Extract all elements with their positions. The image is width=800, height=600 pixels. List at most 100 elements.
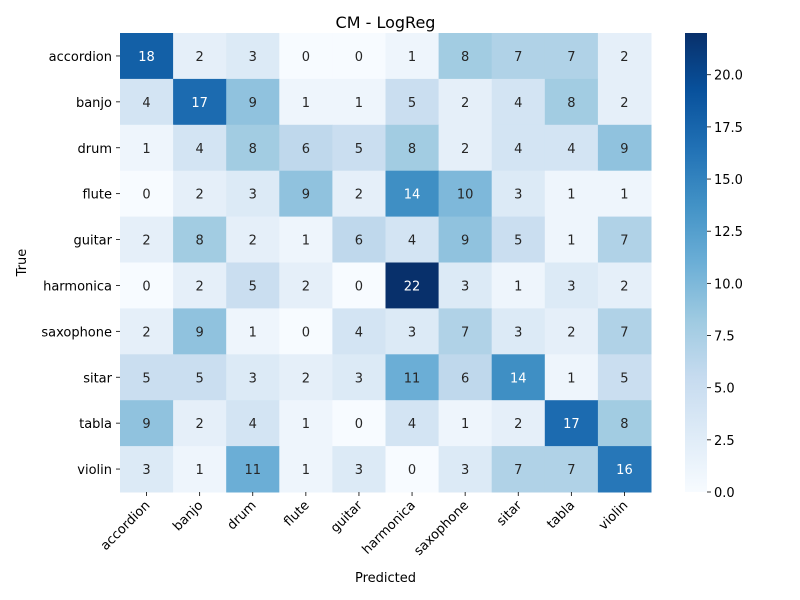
cell-value-label: 4 xyxy=(567,142,575,157)
heatmap-cell xyxy=(173,262,227,309)
heatmap-cell xyxy=(438,354,493,401)
heatmap-cell xyxy=(438,308,493,355)
cell-value-label: 3 xyxy=(514,325,522,340)
x-tick-label: flute xyxy=(281,498,312,529)
cell-value-label: 18 xyxy=(138,50,155,65)
cell-value-label: 4 xyxy=(142,96,150,111)
x-tick-labels: accordion banjo drum flute guitarharmonicasa… xyxy=(98,492,631,559)
cell-value-label: 9 xyxy=(302,188,310,203)
cell-value-label: 1 xyxy=(567,234,575,249)
cell-value-label: 3 xyxy=(567,279,575,294)
cell-value-label: 0 xyxy=(355,50,363,65)
cell-value-label: 4 xyxy=(196,142,204,157)
heatmap-cell xyxy=(279,262,333,309)
cell-value-label: 3 xyxy=(249,50,257,65)
heatmap-cell xyxy=(173,124,227,172)
heatmap-cell xyxy=(597,78,652,126)
cell-value-label: 2 xyxy=(355,188,363,203)
cell-value-label: 1 xyxy=(302,96,310,111)
heatmap-cell xyxy=(385,78,440,126)
cell-value-label: 3 xyxy=(461,463,469,478)
heatmap-cell xyxy=(491,216,546,263)
heatmap-cell xyxy=(544,78,599,126)
heatmap-cells: 18 2 3 0 0 1 8 7 7 24 17 9 1 1 5 2 4 8 21 4 8 6 5 8 2 4 4 90 2 3 9 2 14 1… xyxy=(120,33,652,493)
cell-value-label: 0 xyxy=(355,279,363,294)
cell-value-label: 3 xyxy=(249,371,257,386)
cell-value-label: 6 xyxy=(355,234,363,249)
heatmap-cell xyxy=(597,262,652,309)
heatmap-cell xyxy=(544,308,599,355)
heatmap-cell xyxy=(279,170,333,218)
cell-value-label: 2 xyxy=(302,371,310,386)
y-tick-labels: accordion banjo drum flute guitar harmonica sa… xyxy=(41,50,120,478)
heatmap-cell xyxy=(173,354,227,401)
heatmap-cell xyxy=(385,354,440,401)
heatmap-cell xyxy=(597,170,652,218)
cell-value-label: 4 xyxy=(249,417,257,432)
cell-value-label: 2 xyxy=(461,142,469,157)
chart-title: CM - LogReg xyxy=(336,13,436,32)
y-axis-label: True xyxy=(15,249,30,278)
heatmap-cell xyxy=(173,33,227,80)
heatmap-cell xyxy=(332,446,386,493)
heatmap-cell xyxy=(332,308,386,355)
heatmap-cell xyxy=(438,446,493,493)
cell-value-label: 3 xyxy=(142,463,150,478)
heatmap-cell xyxy=(332,354,386,401)
colorbar-ticks: 0.0 2.5 5.0 7.5 10.0 12.5 15.0 17.5 20.0 xyxy=(707,69,743,501)
heatmap-cell xyxy=(385,262,440,309)
heatmap-cell xyxy=(385,124,440,172)
cell-value-label: 1 xyxy=(408,50,416,65)
heatmap-cell xyxy=(120,216,174,263)
cell-value-label: 0 xyxy=(355,417,363,432)
heatmap-cell xyxy=(544,354,599,401)
cell-value-label: 7 xyxy=(514,50,522,65)
heatmap-cell xyxy=(120,262,174,309)
y-tick-label: violin xyxy=(77,463,112,478)
cell-value-label: 0 xyxy=(302,50,310,65)
heatmap-cell xyxy=(332,124,386,172)
heatmap-cell xyxy=(438,78,493,126)
heatmap-cell xyxy=(279,78,333,126)
cell-value-label: 2 xyxy=(249,234,257,249)
y-tick-label: saxophone xyxy=(41,325,112,340)
cell-value-label: 17 xyxy=(191,96,208,111)
colorbar-tick-label: 15.0 xyxy=(714,173,743,188)
cell-value-label: 7 xyxy=(567,50,575,65)
cell-value-label: 3 xyxy=(461,279,469,294)
heatmap-cell xyxy=(173,400,227,447)
cell-value-label: 8 xyxy=(249,142,257,157)
heatmap-cell xyxy=(226,78,280,126)
cell-value-label: 8 xyxy=(408,142,416,157)
heatmap-cell xyxy=(226,124,280,172)
cell-value-label: 7 xyxy=(567,463,575,478)
colorbar-tick-label: 5.0 xyxy=(714,382,735,397)
cell-value-label: 17 xyxy=(563,417,580,432)
cell-value-label: 3 xyxy=(355,371,363,386)
x-tick-label: guitar xyxy=(328,498,366,536)
heatmap-cell xyxy=(279,308,333,355)
colorbar-tick-label: 20.0 xyxy=(714,69,743,84)
heatmap-cell xyxy=(332,216,386,263)
heatmap-cell xyxy=(173,170,227,218)
cell-value-label: 16 xyxy=(616,463,633,478)
cell-value-label: 0 xyxy=(142,279,150,294)
cell-value-label: 1 xyxy=(567,371,575,386)
heatmap-cell xyxy=(173,446,227,493)
x-tick-label: violin xyxy=(596,498,631,533)
cell-value-label: 1 xyxy=(355,96,363,111)
heatmap-cell xyxy=(226,446,280,493)
heatmap-cell xyxy=(597,354,652,401)
heatmap-cell xyxy=(120,33,174,80)
cell-value-label: 5 xyxy=(196,371,204,386)
heatmap-cell xyxy=(597,446,652,493)
cell-value-label: 5 xyxy=(514,234,522,249)
cell-value-label: 5 xyxy=(142,371,150,386)
cell-value-label: 8 xyxy=(620,417,628,432)
cell-value-label: 6 xyxy=(302,142,310,157)
y-tick-label: banjo xyxy=(76,96,112,111)
colorbar xyxy=(685,33,707,492)
heatmap-cell xyxy=(120,170,174,218)
heatmap-cell xyxy=(491,354,546,401)
heatmap-cell xyxy=(544,262,599,309)
